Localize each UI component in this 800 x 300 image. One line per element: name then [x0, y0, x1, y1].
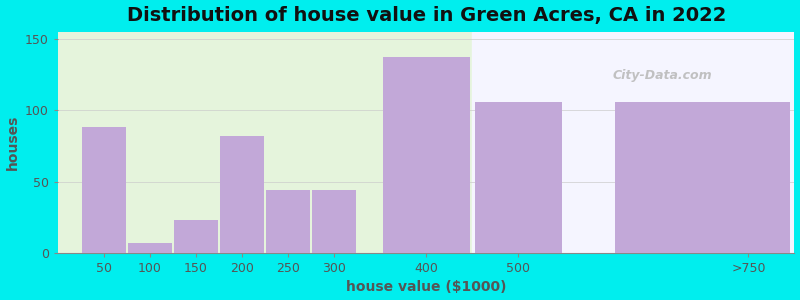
Bar	[382, 57, 470, 253]
Bar	[312, 190, 356, 253]
Bar	[266, 190, 310, 253]
Bar	[615, 102, 790, 253]
Bar	[128, 243, 172, 253]
Bar	[474, 102, 562, 253]
X-axis label: house value ($1000): house value ($1000)	[346, 280, 506, 294]
Text: City-Data.com: City-Data.com	[612, 69, 712, 82]
Bar	[174, 220, 218, 253]
Y-axis label: houses: houses	[6, 115, 19, 170]
Bar	[615, 102, 790, 253]
Title: Distribution of house value in Green Acres, CA in 2022: Distribution of house value in Green Acr…	[126, 6, 726, 25]
Bar	[220, 136, 264, 253]
Bar	[82, 127, 126, 253]
Bar	[474, 102, 562, 253]
Bar	[472, 32, 800, 253]
